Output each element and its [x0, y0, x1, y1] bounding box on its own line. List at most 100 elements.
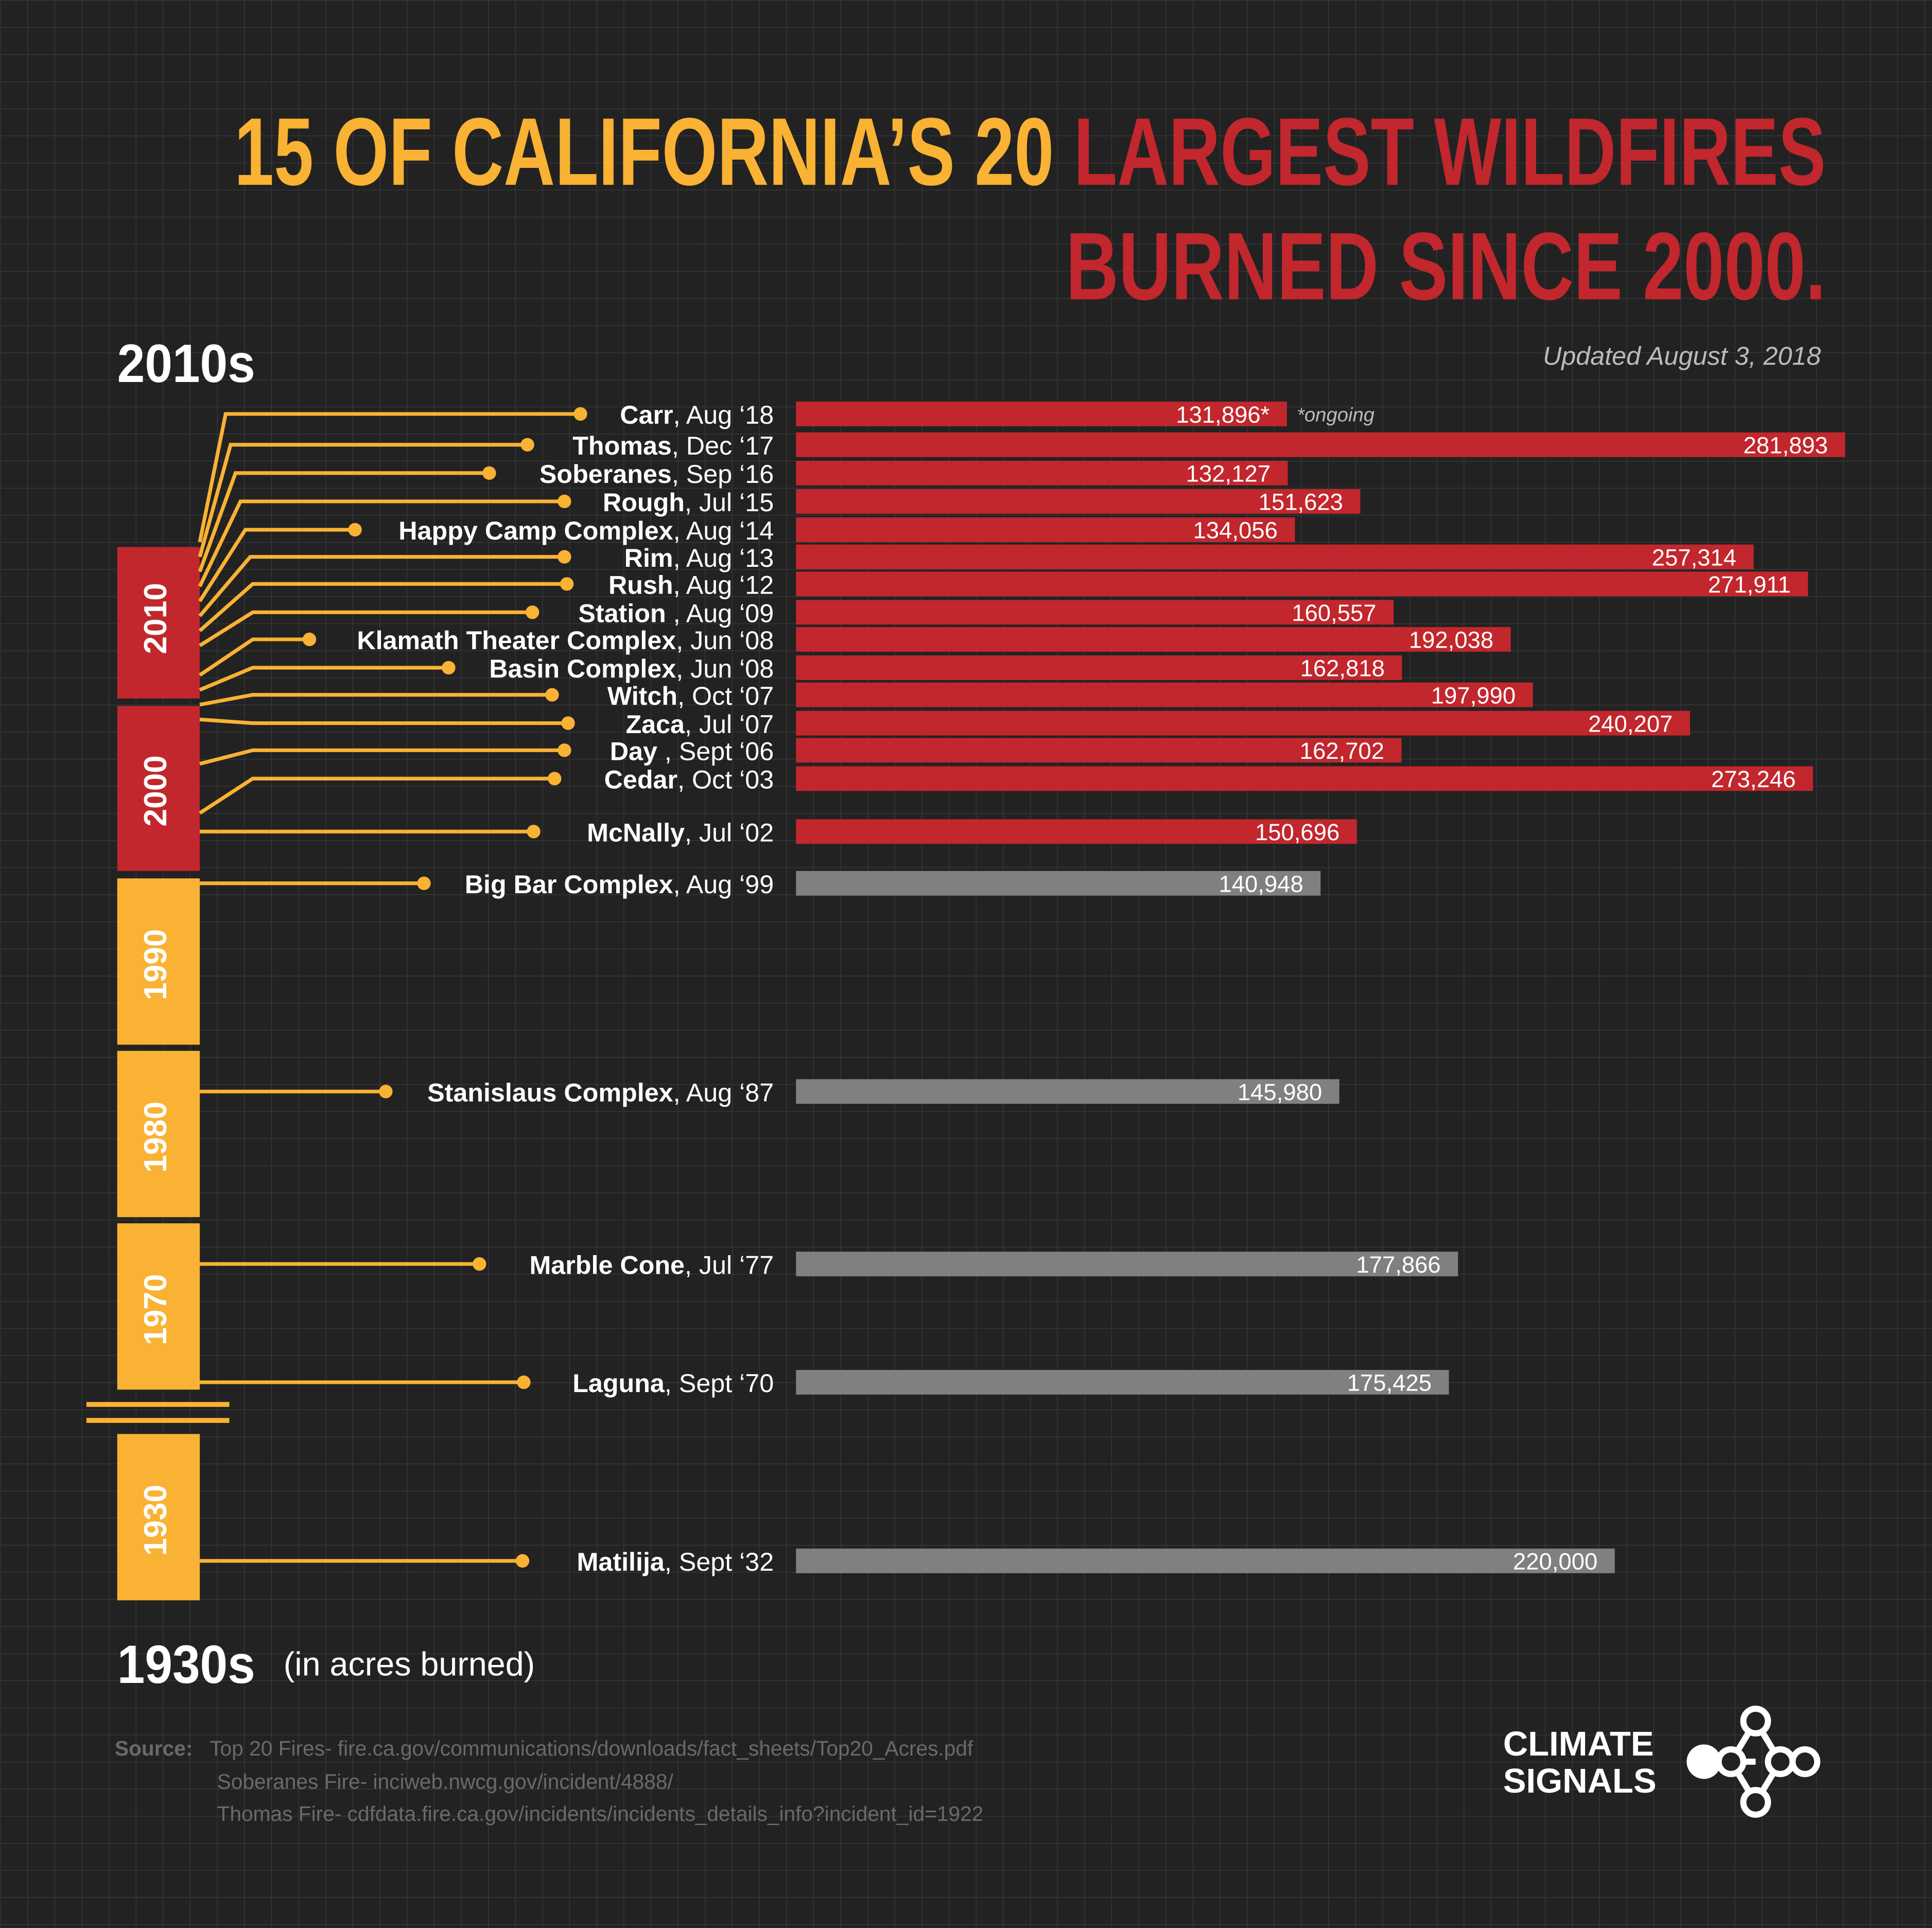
fire-date: , Aug ‘14 [673, 516, 774, 545]
connector [199, 776, 555, 815]
bar [796, 819, 1357, 844]
source-line: Soberanes Fire- inciweb.nwcg.gov/inciden… [217, 1770, 674, 1794]
fire-date: , Aug ‘09 [666, 599, 774, 628]
fire-date: , Jun ‘08 [676, 626, 774, 655]
connector [198, 499, 565, 587]
fire-label: Stanislaus Complex, Aug ‘87 [427, 1078, 774, 1107]
fire-name: Happy Camp Complex [398, 516, 673, 545]
bar [796, 517, 1295, 542]
value-label: 175,425 [1347, 1370, 1432, 1396]
bar [796, 1548, 1615, 1573]
decade-block [117, 1434, 200, 1601]
fire-date: , Oct ‘07 [677, 682, 774, 710]
fire-date: , Aug ‘13 [673, 544, 774, 572]
fire-label: Zaca, Jul ‘07 [625, 710, 774, 739]
fire-date: , Sep ‘16 [672, 460, 774, 489]
value-label: 162,702 [1300, 738, 1384, 764]
fire-name: Marble Cone [529, 1250, 685, 1279]
connector-dot [515, 1554, 530, 1568]
connector-dot [558, 550, 571, 564]
bar [796, 710, 1690, 736]
connector-dot [517, 1375, 531, 1389]
fire-name: Big Bar Complex [465, 870, 673, 899]
source-line: Thomas Fire- cdfdata.fire.ca.gov/inciden… [217, 1802, 984, 1826]
fire-date: , Aug ‘87 [673, 1078, 774, 1107]
title-part: LARGEST WILDFIRES [1074, 98, 1826, 205]
decade-label: 1990 [138, 929, 173, 1000]
value-label: 131,896* [1176, 402, 1269, 428]
connector-dot [558, 743, 571, 757]
logo: CLIMATE SIGNALS [1503, 1706, 1821, 1818]
connector [198, 555, 565, 617]
connector-dot [302, 632, 317, 647]
connector-dot [417, 876, 431, 890]
fire-date: , Jul ‘07 [685, 710, 774, 739]
decade-block [117, 706, 200, 871]
fire-name: Station [578, 599, 666, 628]
connector-dot [526, 605, 539, 619]
fire-name: Zaca [625, 710, 685, 739]
fire-name: Carr [620, 401, 673, 429]
bar [796, 489, 1361, 514]
fire-name: Matilija [577, 1548, 665, 1576]
fire-date: , Jul ‘77 [685, 1250, 774, 1279]
value-label: 160,557 [1292, 600, 1376, 626]
fire-name: McNally [587, 818, 685, 847]
bar [796, 544, 1754, 569]
fire-label: Carr, Aug ‘18 [620, 401, 774, 429]
logo-dot [1686, 1744, 1721, 1779]
decade-label: 1980 [138, 1102, 173, 1173]
fire-name: Rush [608, 570, 673, 599]
value-label: 177,866 [1356, 1252, 1440, 1278]
logo-text: SIGNALS [1503, 1762, 1657, 1800]
bar [796, 600, 1394, 625]
connector [199, 717, 568, 725]
fire-name: Basin Complex [489, 654, 676, 683]
connector-dot [482, 466, 496, 480]
bar [796, 871, 1321, 896]
fire-name: Cedar [604, 766, 677, 794]
value-label: 151,623 [1259, 489, 1343, 515]
connector [199, 610, 533, 647]
fire-label: Cedar, Oct ‘03 [604, 766, 774, 794]
connector-dot [527, 825, 541, 839]
connector-dot [545, 688, 559, 702]
logo-icon [1706, 1706, 1821, 1818]
bar [796, 571, 1808, 597]
fire-date: , Aug ‘12 [673, 570, 774, 599]
fire-date: , Sept ‘70 [665, 1369, 774, 1398]
connector-dot [573, 407, 587, 421]
fire-label: Happy Camp Complex, Aug ‘14 [398, 516, 774, 545]
fire-label: Big Bar Complex, Aug ‘99 [465, 870, 774, 899]
fire-name: Witch [607, 682, 677, 710]
value-label: 281,893 [1743, 432, 1827, 459]
connector [199, 693, 552, 707]
value-label: 162,818 [1300, 655, 1385, 682]
connector [199, 666, 449, 692]
connector-dot [379, 1085, 393, 1099]
fire-label: Soberanes, Sep ‘16 [539, 460, 774, 489]
fire-label: Rim, Aug ‘13 [624, 544, 774, 572]
fire-label: McNally, Jul ‘02 [587, 818, 774, 847]
annotation: *ongoing [1297, 404, 1374, 426]
connector-dot [520, 438, 534, 452]
value-label: 271,911 [1708, 571, 1791, 598]
bar [796, 432, 1846, 457]
bar [796, 766, 1813, 791]
decade-block [117, 878, 200, 1045]
connector [198, 528, 355, 602]
value-label: 134,056 [1193, 517, 1278, 544]
connector-dot [348, 523, 362, 537]
fire-date: , Oct ‘03 [677, 766, 774, 794]
bar [796, 402, 1287, 426]
decade-label: 2000 [138, 755, 173, 826]
bar [796, 1369, 1449, 1395]
fire-label: Rough, Jul ‘15 [603, 488, 774, 517]
fire-name: Klamath Theater Complex [357, 626, 676, 655]
bar [796, 682, 1533, 707]
bar [796, 738, 1402, 763]
connector [199, 637, 310, 677]
fire-label: Rush, Aug ‘12 [608, 570, 774, 599]
